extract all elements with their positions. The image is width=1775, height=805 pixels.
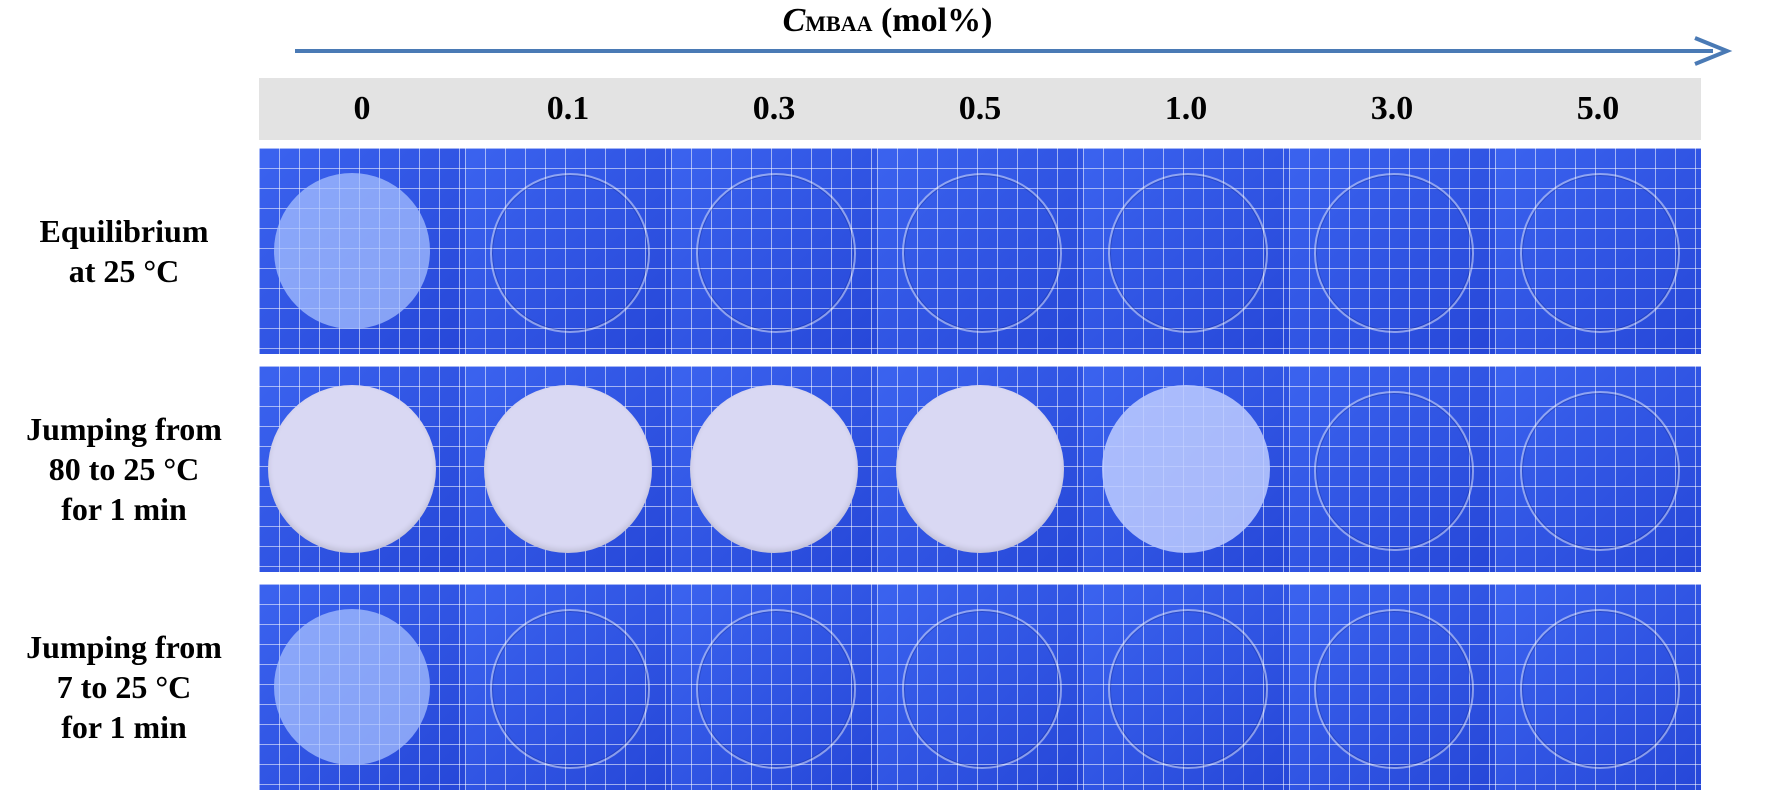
sample-photo xyxy=(671,584,877,790)
sample-photo xyxy=(877,584,1083,790)
axis-unit: (mol%) xyxy=(872,2,993,39)
sample-photo xyxy=(465,366,671,572)
row-label-line: for 1 min xyxy=(61,709,187,745)
hydrogel-disc xyxy=(274,173,430,329)
hydrogel-disc xyxy=(1520,609,1680,769)
hydrogel-disc xyxy=(690,385,858,553)
column-header: 1.0 xyxy=(1083,78,1289,140)
hydrogel-disc xyxy=(484,385,652,553)
sample-photo xyxy=(259,584,465,790)
axis-variable: C xyxy=(782,2,806,39)
hydrogel-disc xyxy=(1314,173,1474,333)
axis-arrow xyxy=(295,36,1733,66)
sample-photo xyxy=(1289,584,1495,790)
row-label-line: for 1 min xyxy=(61,491,187,527)
row-label-line: Equilibrium xyxy=(39,213,209,249)
column-header: 5.0 xyxy=(1495,78,1701,140)
sample-photo xyxy=(671,366,877,572)
sample-photo xyxy=(1289,366,1495,572)
column-header: 0 xyxy=(259,78,465,140)
hydrogel-disc xyxy=(1520,173,1680,333)
column-header: 3.0 xyxy=(1289,78,1495,140)
sample-photo xyxy=(877,366,1083,572)
column-header: 0.3 xyxy=(671,78,877,140)
hydrogel-disc xyxy=(902,173,1062,333)
hydrogel-disc xyxy=(1102,385,1270,553)
sample-photo xyxy=(259,148,465,354)
sample-photo xyxy=(1495,148,1701,354)
hydrogel-disc xyxy=(1520,391,1680,551)
sample-photo xyxy=(465,148,671,354)
sample-photo xyxy=(877,148,1083,354)
sample-photo xyxy=(1289,148,1495,354)
hydrogel-disc xyxy=(1108,609,1268,769)
sample-photo xyxy=(1083,148,1289,354)
row-label: Jumping from 80 to 25 °C for 1 min xyxy=(0,409,248,529)
row-label-line: at 25 °C xyxy=(68,253,180,289)
row-label: Equilibrium at 25 °C xyxy=(0,211,248,291)
row-label: Jumping from 7 to 25 °C for 1 min xyxy=(0,627,248,747)
hydrogel-disc xyxy=(696,609,856,769)
hydrogel-disc xyxy=(1108,173,1268,333)
sample-photo xyxy=(1495,584,1701,790)
column-header: 0.1 xyxy=(465,78,671,140)
hydrogel-disc xyxy=(490,173,650,333)
sample-photo xyxy=(671,148,877,354)
hydrogel-disc xyxy=(1314,391,1474,551)
sample-photo xyxy=(465,584,671,790)
sample-photo xyxy=(1083,366,1289,572)
hydrogel-disc xyxy=(490,609,650,769)
row-label-line: Jumping from xyxy=(26,411,222,447)
hydrogel-disc xyxy=(274,609,430,765)
row-label-line: 7 to 25 °C xyxy=(56,669,192,705)
hydrogel-disc xyxy=(902,609,1062,769)
axis-title: CMBAA (mol%) xyxy=(0,2,1775,40)
sample-photo xyxy=(1495,366,1701,572)
sample-photo xyxy=(259,366,465,572)
hydrogel-disc xyxy=(696,173,856,333)
hydrogel-disc xyxy=(268,385,436,553)
hydrogel-disc xyxy=(1314,609,1474,769)
sample-photo xyxy=(1083,584,1289,790)
column-header: 0.5 xyxy=(877,78,1083,140)
row-label-line: Jumping from xyxy=(26,629,222,665)
row-label-line: 80 to 25 °C xyxy=(48,451,200,487)
hydrogel-disc xyxy=(896,385,1064,553)
axis-subscript: MBAA xyxy=(805,11,873,36)
